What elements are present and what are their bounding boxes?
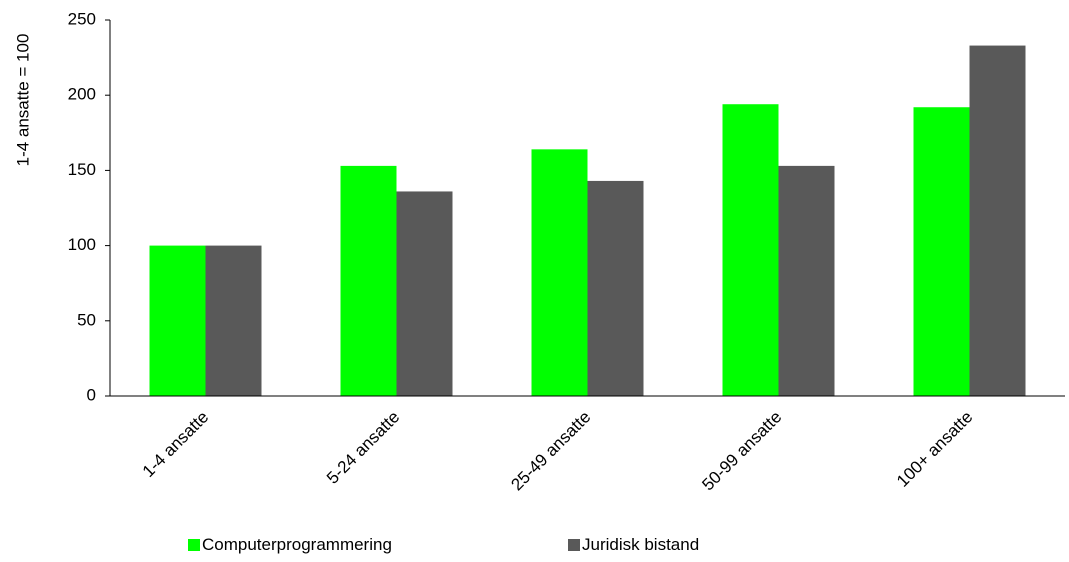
x-tick-label: 25-49 ansatte <box>507 407 594 494</box>
y-tick-label: 0 <box>87 385 96 404</box>
legend-swatch <box>568 539 580 551</box>
bar <box>913 107 970 397</box>
y-tick-label: 200 <box>68 85 96 104</box>
bar <box>722 104 779 396</box>
bar <box>587 180 644 396</box>
y-tick-label: 250 <box>68 9 96 28</box>
legend-label: Computerprogrammering <box>202 535 392 554</box>
legend: Computerprogrammering Juridisk bistand <box>188 535 699 554</box>
x-tick-label: 5-24 ansatte <box>323 407 403 487</box>
bar <box>149 245 206 396</box>
bar <box>396 191 453 396</box>
bar <box>778 165 835 396</box>
x-tick-label: 50-99 ansatte <box>698 407 785 494</box>
y-tick-label: 50 <box>77 310 96 329</box>
bars <box>149 45 1026 397</box>
y-axis-title: 1-4 ansatte = 100 <box>13 34 32 167</box>
y-tick-label: 150 <box>68 160 96 179</box>
legend-label: Juridisk bistand <box>582 535 699 554</box>
bar <box>340 165 397 396</box>
y-axis-ticks: 0 50 100 150 200 250 <box>68 9 110 404</box>
bar <box>531 149 588 396</box>
bar <box>205 245 262 396</box>
bar <box>969 45 1026 397</box>
legend-swatch <box>188 539 200 551</box>
x-tick-label: 100+ ansatte <box>893 407 976 490</box>
y-axis-title-text: 1-4 ansatte = 100 <box>13 34 32 167</box>
x-axis-ticks: 1-4 ansatte 5-24 ansatte 25-49 ansatte 50-9… <box>139 407 977 494</box>
y-tick-label: 100 <box>68 235 96 254</box>
x-tick-label: 1-4 ansatte <box>139 407 213 481</box>
